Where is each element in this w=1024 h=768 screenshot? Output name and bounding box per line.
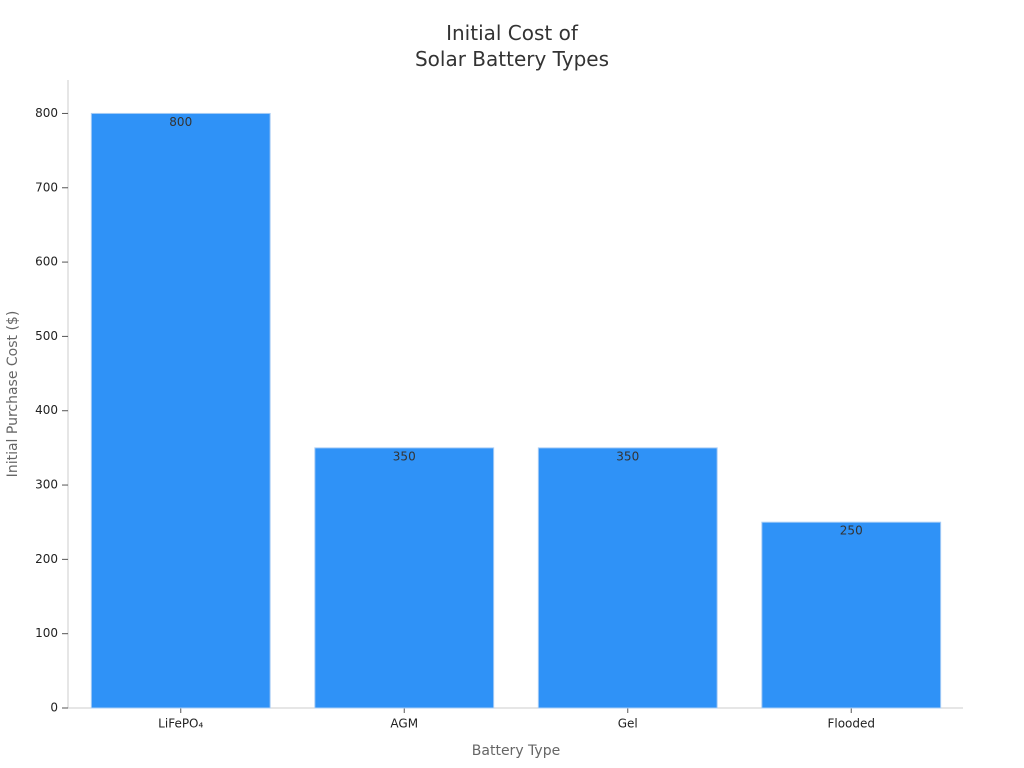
y-tick-label: 800 [35, 106, 58, 120]
x-tick-label: Flooded [827, 717, 875, 731]
y-tick-label: 500 [35, 329, 58, 343]
y-tick-label: 100 [35, 626, 58, 640]
x-tick-label: LiFePO₄ [158, 717, 203, 731]
y-axis-title: Initial Purchase Cost ($) [5, 311, 21, 478]
y-tick-label: 700 [35, 180, 58, 194]
y-tick-label: 200 [35, 552, 58, 566]
x-axis-title: Battery Type [472, 743, 560, 759]
y-tick-label: 600 [35, 255, 58, 269]
chart-title: Initial Cost of Solar Battery Types [414, 21, 610, 71]
x-tick-label: Gel [618, 717, 638, 731]
y-tick-label: 0 [50, 701, 58, 715]
bar [90, 112, 271, 709]
bar [314, 447, 495, 709]
x-tick-label: AGM [390, 717, 418, 731]
y-tick-label: 400 [35, 403, 58, 417]
value-label: 350 [616, 449, 639, 463]
bar [537, 447, 718, 709]
y-tick-label: 300 [35, 478, 58, 492]
value-label: 250 [840, 524, 863, 538]
value-label: 350 [393, 449, 416, 463]
bar [761, 521, 942, 709]
value-label: 800 [169, 115, 192, 129]
